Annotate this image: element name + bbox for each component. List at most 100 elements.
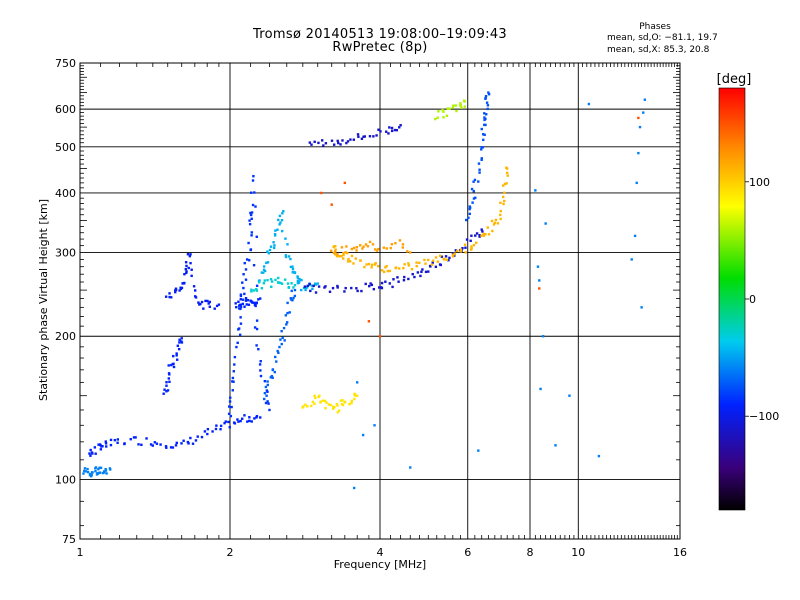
echo-point (344, 251, 347, 254)
echo-point (454, 249, 457, 252)
echo-point (270, 285, 273, 288)
echo-point (370, 266, 373, 269)
echo-point (421, 268, 424, 271)
echo-point (245, 303, 248, 306)
echo-point (536, 265, 540, 268)
echo-point (478, 235, 481, 238)
echo-point (237, 420, 240, 423)
echo-point (270, 374, 274, 378)
echo-point (419, 274, 422, 278)
echo-point (104, 469, 108, 472)
echo-point (244, 278, 248, 281)
echo-point (492, 223, 496, 226)
echo-point (89, 454, 92, 457)
echo-point (638, 125, 642, 129)
echo-point (478, 233, 481, 237)
echo-point (248, 222, 252, 226)
echo-point (252, 289, 256, 292)
echo-point (355, 381, 359, 384)
echo-point (91, 452, 94, 455)
echo-point (356, 289, 359, 293)
echo-point (290, 282, 293, 285)
echo-point (343, 290, 346, 293)
echo-point (544, 222, 547, 225)
echo-point (445, 114, 449, 117)
echo-point (247, 259, 251, 262)
echo-point (235, 345, 238, 349)
y-tick-label: 300 (55, 246, 76, 259)
echo-point (480, 157, 483, 160)
echo-point (473, 178, 477, 182)
echo-point (398, 239, 402, 242)
echo-point (345, 245, 348, 248)
echo-point (503, 182, 507, 186)
echo-point (282, 210, 285, 213)
echo-point (333, 253, 337, 256)
echo-point (353, 392, 357, 396)
echo-point (292, 270, 295, 274)
echo-point (104, 467, 107, 471)
chart-title: Tromsø 20140513 19:08:00–19:09:43 (252, 27, 508, 42)
echo-point (186, 253, 190, 256)
chart-subtitle: RwPretec (8p) (332, 40, 428, 55)
echo-point (427, 258, 430, 262)
echo-point (227, 412, 231, 416)
echo-point (230, 405, 233, 409)
echo-point (269, 376, 273, 379)
echo-point (313, 140, 316, 144)
echo-point (336, 253, 339, 256)
echo-point (484, 232, 487, 236)
echo-point (491, 229, 494, 233)
y-tick-label: 400 (55, 187, 76, 200)
echo-point (357, 135, 360, 138)
echo-point (224, 420, 227, 423)
echo-point (282, 326, 286, 330)
echo-point (105, 472, 108, 475)
echo-point (335, 254, 339, 258)
echo-point (469, 248, 473, 251)
echo-point (280, 218, 284, 222)
echo-point (262, 265, 266, 268)
echo-point (235, 305, 238, 309)
echo-point (255, 288, 258, 291)
echo-point (165, 390, 168, 393)
echo-point (501, 184, 505, 187)
echo-point (213, 307, 216, 310)
echo-point (337, 409, 341, 412)
echo-point (272, 241, 275, 244)
echo-point (196, 435, 199, 438)
echo-point (259, 416, 262, 419)
echo-point (186, 440, 190, 444)
echo-point (350, 401, 353, 405)
echo-point (505, 167, 509, 170)
echo-point (88, 452, 91, 455)
echo-point (185, 270, 188, 273)
echo-point (98, 471, 102, 474)
echo-point (386, 269, 389, 273)
echo-point (93, 446, 97, 449)
echo-point (349, 138, 352, 141)
echo-point (499, 213, 502, 217)
echo-point (418, 261, 421, 265)
echo-point (265, 389, 269, 392)
echo-point (116, 441, 119, 444)
echo-point (398, 267, 401, 270)
echo-point (208, 300, 212, 304)
echo-point (372, 287, 376, 291)
echo-point (342, 257, 345, 260)
echo-point (189, 253, 192, 256)
echo-point (198, 303, 201, 306)
echo-point (359, 244, 362, 247)
echo-point (237, 327, 241, 330)
echo-point (86, 470, 90, 474)
echo-point (231, 389, 234, 392)
echo-point (175, 358, 179, 361)
echo-point (238, 333, 242, 337)
echo-point (184, 267, 187, 271)
echo-point (342, 253, 345, 257)
echo-point (231, 376, 235, 380)
echo-point (293, 288, 297, 292)
echo-point (266, 400, 269, 403)
echo-point (303, 285, 307, 288)
